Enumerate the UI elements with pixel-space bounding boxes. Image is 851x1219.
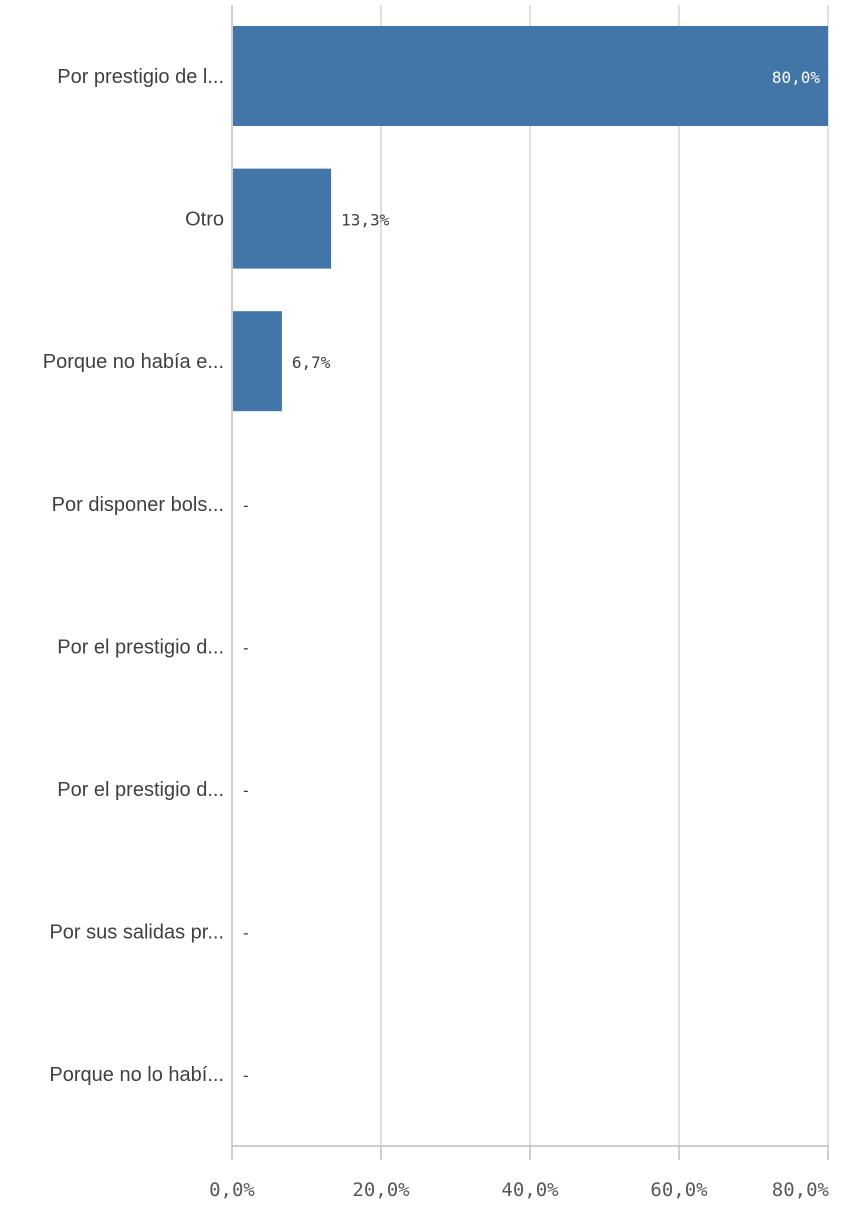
category-label: Por disponer bols... — [52, 494, 224, 516]
category-label: Otro — [185, 209, 224, 231]
bar — [233, 168, 332, 269]
x-tick-label: 60,0% — [650, 1179, 708, 1201]
bar — [233, 311, 282, 412]
x-tick-label: 20,0% — [352, 1179, 410, 1201]
x-tick-label: 80,0% — [772, 1179, 830, 1201]
data-label: 80,0% — [772, 68, 821, 87]
grid-layer — [380, 5, 829, 1146]
category-label: Porque no lo habí... — [49, 1064, 224, 1086]
category-label: Por sus salidas pr... — [49, 922, 224, 944]
category-label: Por el prestigio d... — [57, 636, 224, 658]
bar — [233, 26, 828, 126]
axis-layer: 0,0% 20,0% 40,0% 60,0% 80,0% — [209, 5, 830, 1201]
x-tick-label: 40,0% — [501, 1179, 559, 1201]
category-label: Por prestigio de l... — [57, 66, 224, 88]
data-label: - — [241, 496, 251, 515]
data-label: - — [241, 638, 251, 657]
data-label: - — [241, 781, 251, 800]
data-label: - — [241, 1066, 251, 1085]
category-label: Porque no había e... — [43, 351, 224, 373]
label-layer: Por prestigio de l... 80,0% Otro 13,3% Porqu… — [43, 66, 821, 1086]
data-label: 13,3% — [341, 211, 390, 230]
category-label: Por el prestigio d... — [57, 779, 224, 801]
x-tick-label: 0,0% — [209, 1179, 255, 1201]
data-label: 6,7% — [292, 353, 331, 372]
bar-layer — [233, 26, 828, 412]
data-label: - — [241, 924, 251, 943]
